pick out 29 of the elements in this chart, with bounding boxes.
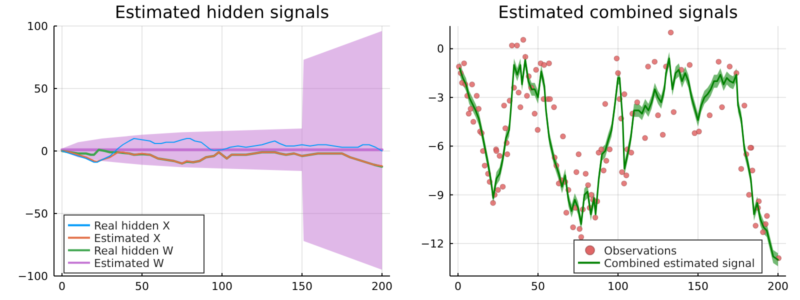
line-series <box>62 138 382 163</box>
chart-title: Estimated combined signals <box>498 3 738 23</box>
y-tick-label: −9 <box>428 188 444 202</box>
x-tick-label: 100 <box>212 280 232 293</box>
x-tick-label: 200 <box>372 280 392 293</box>
y-tick-label: −12 <box>420 238 444 251</box>
x-tick-label: 0 <box>454 280 462 293</box>
chart-title: Estimated hidden signals <box>114 3 330 23</box>
legend-label: Estimated X <box>94 232 162 245</box>
y-tick-label: −3 <box>428 91 444 104</box>
x-tick-label: 50 <box>531 280 545 293</box>
legend-label: Real hidden W <box>94 244 174 258</box>
x-tick-label: 200 <box>768 280 788 293</box>
x-tick-label: 150 <box>292 280 312 293</box>
y-tick-label: 0 <box>41 145 48 158</box>
y-tick-label: 0 <box>437 42 444 56</box>
y-tick-label: 100 <box>27 20 48 33</box>
x-tick-label: 50 <box>135 280 149 293</box>
legend-label: Estimated W <box>94 256 164 270</box>
legend-label: Real hidden X <box>94 219 170 232</box>
y-tick-label: −6 <box>428 140 444 154</box>
legend-label: Observations <box>604 244 677 258</box>
x-tick-label: 100 <box>608 280 628 293</box>
y-tick-label: 50 <box>34 82 48 96</box>
y-tick-label: −100 <box>18 270 48 283</box>
y-tick-label: −50 <box>24 208 48 220</box>
x-tick-label: 0 <box>58 280 66 293</box>
legend-label: Combined estimated signal <box>604 256 755 270</box>
x-tick-label: 150 <box>688 280 708 293</box>
